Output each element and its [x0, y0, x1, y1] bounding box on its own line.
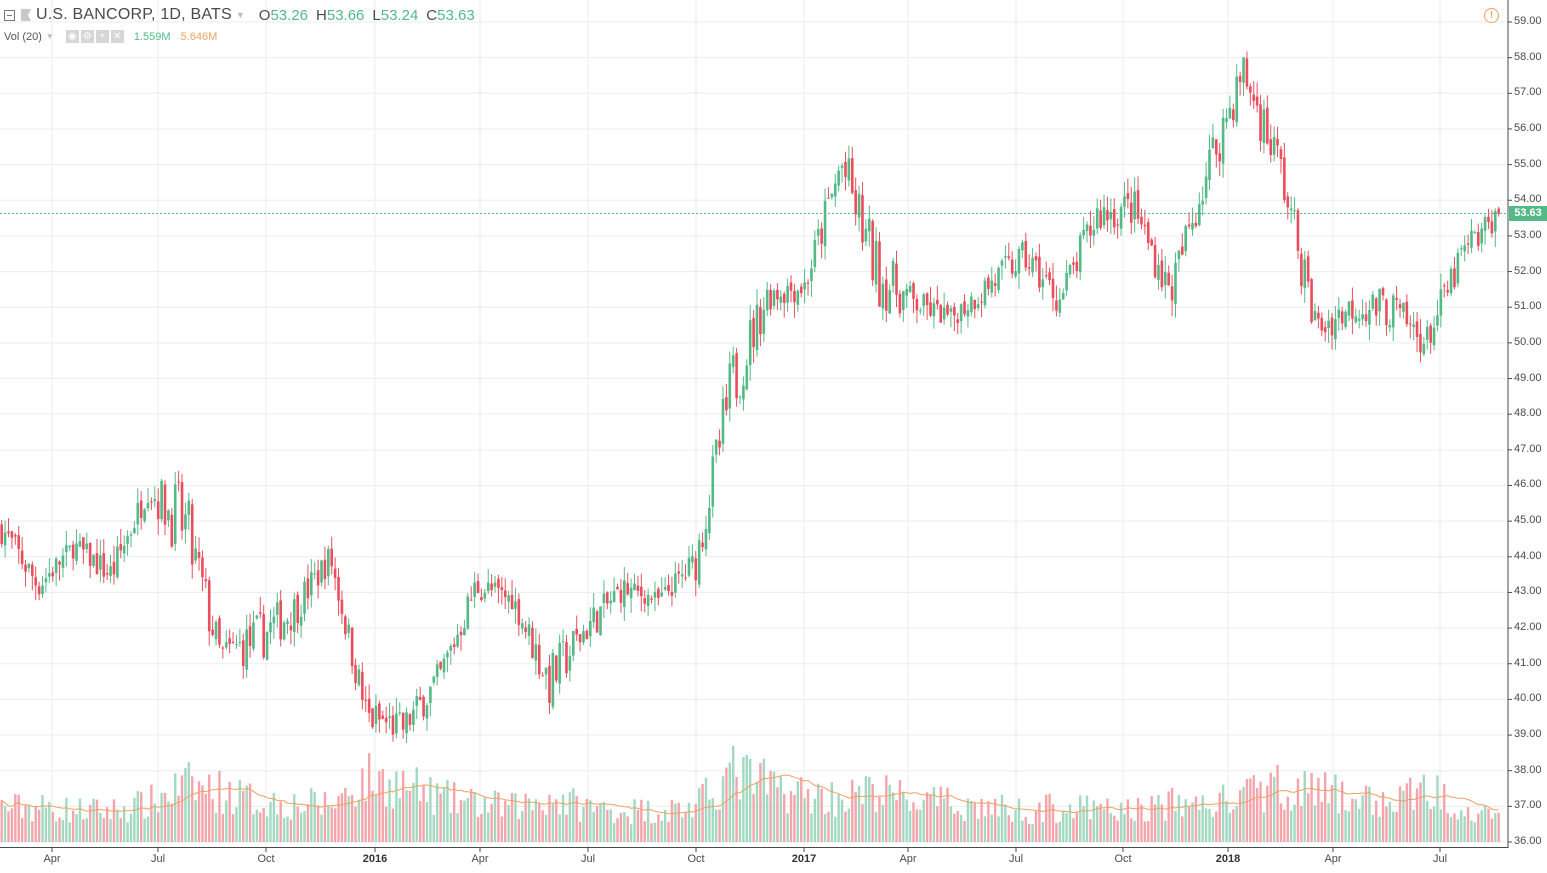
volume-legend: Vol (20) ▼ ◉ ⚙ + ✕ 1.559M 5.646M — [4, 30, 217, 43]
price-axis-label: 47.00 — [1514, 442, 1542, 455]
price-axis-label: 54.00 — [1514, 193, 1542, 206]
price-axis-label: 36.00 — [1514, 835, 1542, 847]
price-axis-label: 50.00 — [1514, 335, 1542, 348]
time-axis-label: 2016 — [362, 853, 388, 865]
volume-ma-value: 5.646M — [180, 30, 218, 43]
volume-indicator-label[interactable]: Vol (20) — [4, 30, 42, 43]
price-axis-label: 45.00 — [1514, 514, 1542, 527]
symbol-title[interactable]: U.S. BANCORP, 1D, BATS — [36, 6, 232, 23]
price-axis-label: 38.00 — [1514, 763, 1542, 776]
price-axis-label: 40.00 — [1514, 692, 1542, 705]
price-axis-label: 48.00 — [1514, 407, 1542, 420]
ohlc-low-key: L — [372, 6, 381, 24]
time-axis-label: Oct — [257, 853, 275, 865]
close-icon[interactable]: ✕ — [110, 30, 124, 43]
price-axis-label: 37.00 — [1514, 799, 1542, 812]
time-axis-label: Jul — [150, 853, 166, 865]
time-axis-label: 2017 — [791, 853, 817, 865]
price-axis-label: 44.00 — [1514, 549, 1542, 562]
symbol-legend: U.S. BANCORP, 1D, BATS ▼ O 53.26 H 53.66 L… — [4, 6, 483, 24]
flag-icon[interactable] — [21, 9, 31, 21]
time-axis-label: Apr — [1324, 853, 1342, 865]
time-axis-label: Jul — [580, 853, 596, 865]
price-axis-label: 52.00 — [1514, 264, 1542, 277]
price-axis-label: 57.00 — [1514, 86, 1542, 99]
time-axis-label: Apr — [471, 853, 489, 865]
ohlc-open-key: O — [258, 6, 271, 24]
volume-value: 1.559M — [133, 30, 171, 43]
ohlc-high-key: H — [316, 6, 327, 24]
price-axis-label: 49.00 — [1514, 371, 1542, 384]
price-axis-label: 46.00 — [1514, 478, 1542, 491]
time-axis-label: Apr — [899, 853, 917, 865]
time-axis-label: 2018 — [1215, 853, 1241, 865]
ohlc-low-value: 53.24 — [380, 6, 419, 24]
ohlc-close-key: C — [426, 6, 438, 24]
price-axis-label: 56.00 — [1514, 121, 1542, 134]
plus-icon[interactable]: + — [95, 30, 109, 43]
price-axis-label: 42.00 — [1514, 621, 1542, 634]
volume-dropdown-caret-icon[interactable]: ▼ — [45, 32, 54, 41]
gear-icon[interactable]: ⚙ — [80, 30, 94, 43]
symbol-dropdown-caret-icon[interactable]: ▼ — [235, 10, 245, 20]
collapse-legend-icon[interactable] — [4, 9, 15, 21]
price-axis-label: 39.00 — [1514, 728, 1542, 741]
price-axis-label: 41.00 — [1514, 656, 1542, 669]
price-axis-label: 51.00 — [1514, 300, 1542, 313]
price-axis-label: 59.00 — [1514, 15, 1542, 27]
ohlc-close-value: 53.63 — [437, 6, 475, 24]
price-axis-label: 58.00 — [1514, 50, 1542, 63]
time-axis-label: Jul — [1432, 853, 1448, 865]
price-axis-label: 55.00 — [1514, 157, 1542, 170]
price-axis-label: 53.00 — [1514, 228, 1542, 241]
eye-icon[interactable]: ◉ — [65, 30, 79, 43]
time-axis-label: Jul — [1008, 853, 1024, 865]
time-axis-label: Oct — [687, 853, 705, 865]
price-axis-label: 43.00 — [1514, 585, 1542, 598]
alert-warning-icon[interactable]: ! — [1484, 8, 1499, 23]
time-axis-label: Apr — [43, 853, 61, 865]
ohlc-high-value: 53.66 — [326, 6, 365, 24]
ohlc-open-value: 53.26 — [270, 6, 309, 24]
last-price-badge: 53.63 — [1509, 205, 1547, 221]
time-axis-label: Oct — [1114, 853, 1132, 865]
